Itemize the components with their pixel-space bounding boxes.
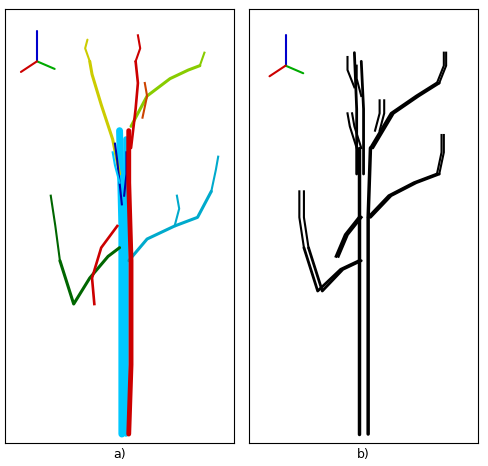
Text: b): b)	[357, 448, 370, 461]
Text: a): a)	[113, 448, 126, 461]
